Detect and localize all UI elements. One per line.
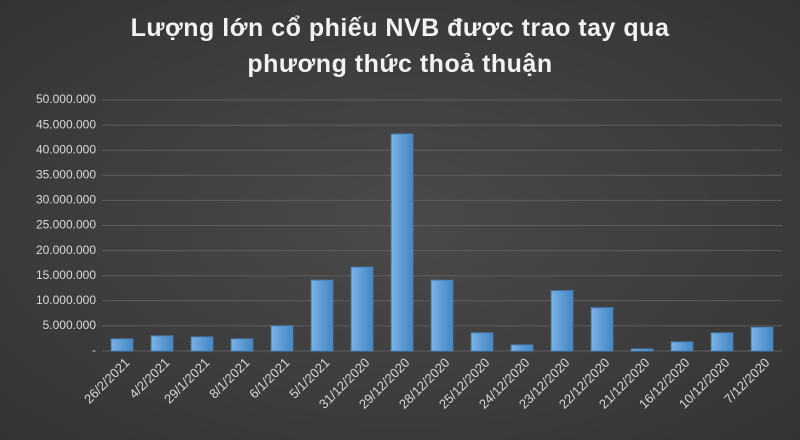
bar bbox=[350, 266, 374, 352]
y-tick-label: 40.000.000 bbox=[36, 142, 96, 156]
bar bbox=[670, 341, 694, 352]
y-tick-label: - bbox=[92, 343, 96, 357]
x-tick-label: 6/1/2021 bbox=[246, 355, 292, 401]
y-tick-label: 30.000.000 bbox=[36, 193, 96, 207]
bar bbox=[710, 332, 734, 352]
bar bbox=[550, 290, 574, 352]
bar bbox=[430, 279, 454, 352]
bar bbox=[230, 338, 254, 352]
y-tick-label: 25.000.000 bbox=[36, 218, 96, 232]
y-tick-label: 5.000.000 bbox=[43, 318, 97, 332]
bar bbox=[270, 325, 294, 352]
bar bbox=[110, 338, 134, 352]
y-tick-label: 10.000.000 bbox=[36, 293, 96, 307]
bar bbox=[470, 332, 494, 352]
bar bbox=[750, 326, 774, 352]
bar bbox=[190, 336, 214, 352]
y-tick-label: 15.000.000 bbox=[36, 268, 96, 282]
y-tick-label: 35.000.000 bbox=[36, 167, 96, 181]
y-tick-label: 50.000.000 bbox=[36, 92, 96, 106]
chart-title: Lượng lớn cổ phiếu NVB được trao tay qua… bbox=[130, 14, 670, 78]
bar bbox=[150, 335, 174, 352]
bar bbox=[590, 307, 614, 352]
bar bbox=[630, 348, 654, 352]
x-tick-label: 8/1/2021 bbox=[206, 355, 252, 401]
y-tick-label: 20.000.000 bbox=[36, 243, 96, 257]
bar bbox=[310, 279, 334, 352]
bar bbox=[510, 344, 534, 352]
x-tick-label: 26/2/2021 bbox=[81, 355, 133, 407]
bar bbox=[390, 133, 414, 352]
y-tick-label: 45.000.000 bbox=[36, 117, 96, 131]
